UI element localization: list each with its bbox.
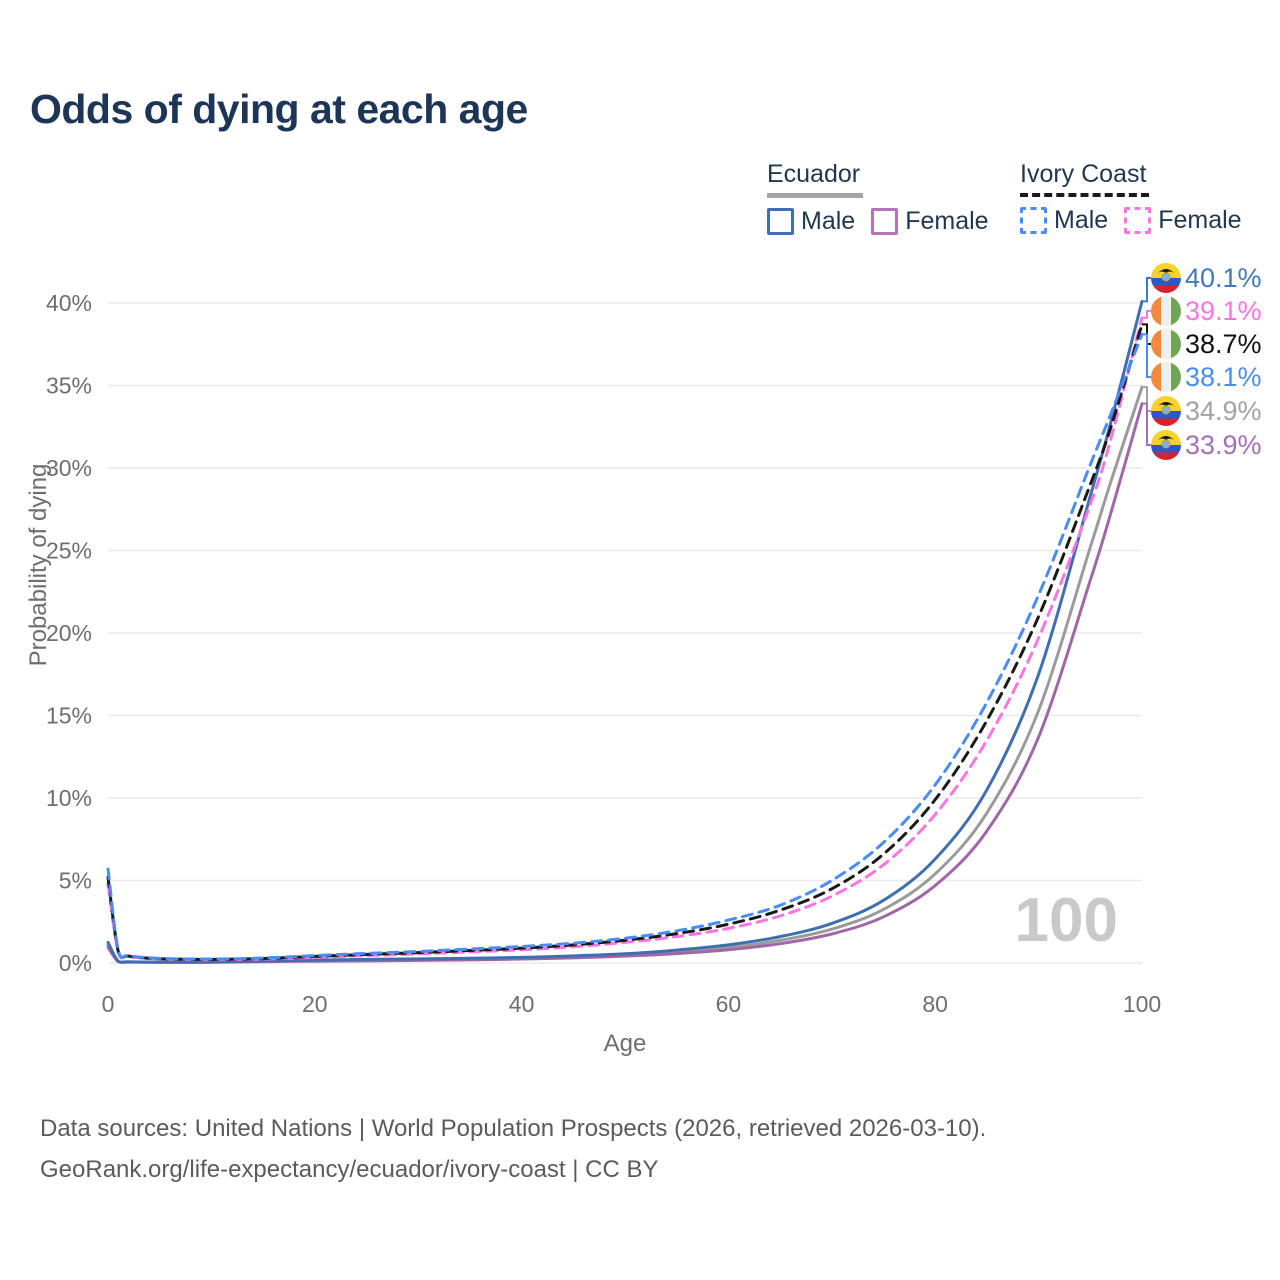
y-tick-label: 15% — [46, 703, 92, 729]
y-tick-label: 30% — [46, 455, 92, 481]
line-chart[interactable]: 0% 5% 10% 15% 20% 25% 30% 35% 40% 0 20 40 60 80 100 Age… — [0, 0, 1280, 1080]
footer: Data sources: United Nations | World Pop… — [40, 1108, 986, 1190]
legend-group-ivory-coast: Ivory Coast Male Female — [1020, 160, 1258, 235]
end-label-connector-ivory-coast-female — [1142, 310, 1151, 319]
end-value-label-ecuador-female: 33.9% — [1185, 430, 1262, 460]
x-tick-label: 20 — [302, 991, 328, 1017]
end-label-connector-ecuador-both — [1142, 386, 1151, 412]
y-axis-title: Probability of dying — [25, 464, 52, 667]
legend-swatch-ecuador-female[interactable] — [871, 208, 899, 235]
x-axis-title: Age — [604, 1030, 647, 1057]
legend-label-ivory-coast-female[interactable]: Female — [1158, 206, 1242, 234]
y-tick-label: 25% — [46, 538, 92, 564]
y-tick-label: 0% — [59, 950, 92, 976]
legend-swatch-ecuador-male[interactable] — [767, 208, 794, 235]
series-line-ecuador-female[interactable] — [106, 402, 1144, 964]
x-tick-label: 80 — [922, 991, 948, 1017]
series-line-ivory-coast-both[interactable] — [106, 322, 1144, 961]
flag-ecuador-icon — [1151, 263, 1181, 293]
legend-label-ecuador-male[interactable]: Male — [801, 207, 856, 235]
flag-ivory-coast-icon — [1151, 362, 1181, 392]
end-label-connector-ivory-coast-male — [1142, 333, 1151, 378]
flag-ecuador-icon — [1151, 430, 1181, 460]
end-value-label-ivory-coast-female: 39.1% — [1185, 296, 1262, 326]
footer-attribution: GeoRank.org/life-expectancy/ecuador/ivor… — [40, 1156, 659, 1183]
y-tick-label: 40% — [46, 290, 92, 316]
end-value-label-ecuador-both: 34.9% — [1185, 396, 1262, 426]
series-line-ivory-coast-male[interactable] — [106, 332, 1144, 961]
flag-ivory-coast-icon — [1151, 329, 1181, 359]
flag-ecuador-icon — [1151, 396, 1181, 426]
series-line-ecuador-both[interactable] — [106, 385, 1144, 964]
x-tick-label: 100 — [1123, 991, 1161, 1017]
end-label-connector-ecuador-male — [1142, 277, 1151, 303]
x-tick-label: 0 — [102, 991, 115, 1017]
flag-ivory-coast-icon — [1151, 296, 1181, 326]
end-label-connector-ecuador-female — [1142, 402, 1151, 446]
series-line-ivory-coast-female[interactable] — [106, 316, 1144, 962]
legend-country-ecuador[interactable]: Ecuador — [767, 160, 864, 198]
end-value-label-ivory-coast-both: 38.7% — [1185, 329, 1262, 359]
legend-swatch-ivory-coast-female[interactable] — [1124, 207, 1152, 234]
footer-data-sources: Data sources: United Nations | World Pop… — [40, 1115, 987, 1142]
end-value-label-ivory-coast-male: 38.1% — [1185, 362, 1262, 392]
y-tick-label: 35% — [46, 373, 92, 399]
hover-age-watermark: 100 — [1015, 886, 1118, 955]
y-tick-label: 5% — [59, 868, 92, 894]
legend-swatch-ivory-coast-male[interactable] — [1020, 207, 1047, 234]
legend-label-ecuador-female[interactable]: Female — [905, 207, 989, 235]
x-tick-label: 60 — [716, 991, 742, 1017]
legend-label-ivory-coast-male[interactable]: Male — [1054, 206, 1109, 234]
series-line-ecuador-male[interactable] — [106, 299, 1144, 964]
end-value-label-ecuador-male: 40.1% — [1185, 263, 1262, 293]
page-title: Odds of dying at each age — [30, 86, 528, 132]
legend-group-ecuador: Ecuador Male Female — [767, 160, 1005, 236]
y-tick-label: 20% — [46, 620, 92, 646]
y-tick-label: 10% — [46, 785, 92, 811]
x-tick-label: 40 — [509, 991, 535, 1017]
legend-country-ivory-coast[interactable]: Ivory Coast — [1020, 160, 1150, 197]
